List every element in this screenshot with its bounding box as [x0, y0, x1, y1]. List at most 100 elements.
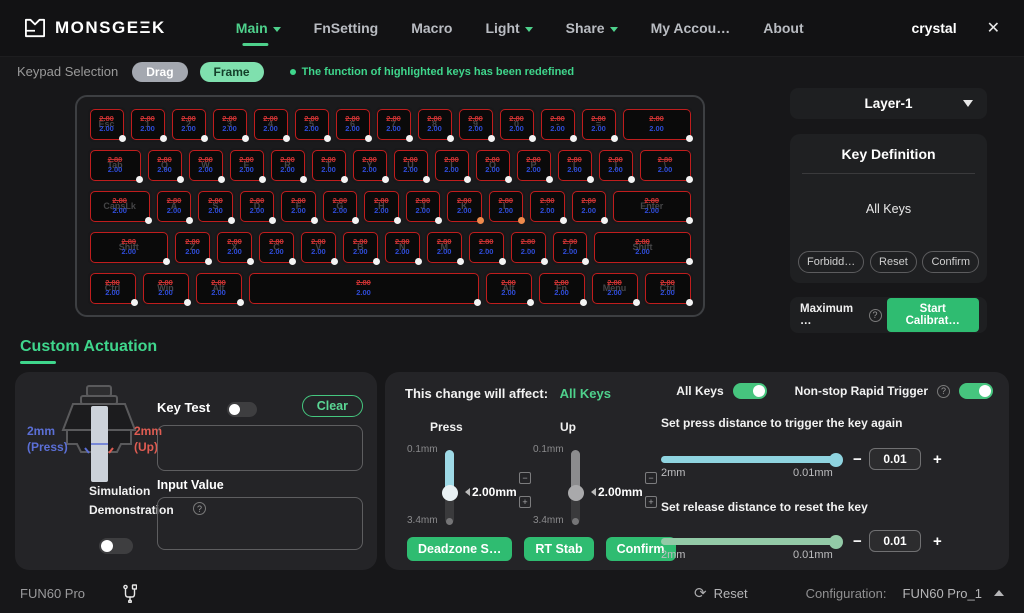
deadzone-settings-button[interactable]: Deadzone S…: [407, 537, 513, 561]
username-label[interactable]: crystal: [911, 20, 957, 36]
key-r[interactable]: R 2.80 2.00: [268, 147, 307, 183]
configuration-value[interactable]: FUN60 Pro_1: [902, 585, 982, 601]
key-space[interactable]: 2.80 2.00: [246, 270, 481, 306]
rapid-trigger-toggle[interactable]: [959, 383, 993, 399]
key-o[interactable]: O 2.80 2.00: [473, 147, 512, 183]
key-ctrl[interactable]: Ctrl 2.80 2.00: [642, 270, 693, 306]
key-f[interactable]: F 2.80 2.00: [279, 188, 318, 224]
help-icon[interactable]: ?: [868, 308, 882, 322]
key-tab[interactable]: Tab 2.80 2.00: [87, 147, 143, 183]
simulation-demo-toggle[interactable]: [99, 538, 133, 554]
key-alt[interactable]: Alt 2.80 2.00: [483, 270, 534, 306]
rt-stab-button[interactable]: RT Stab: [524, 537, 594, 561]
key-menu[interactable]: Menu 2.80 2.00: [589, 270, 640, 306]
release-thumb[interactable]: [829, 534, 843, 549]
key-c[interactable]: C 2.80 2.00: [256, 229, 296, 265]
clear-button[interactable]: Clear: [301, 395, 363, 417]
key-9[interactable]: 9 2.80 2.00: [456, 106, 495, 142]
key-8[interactable]: 8 2.80 2.00: [415, 106, 454, 142]
key-'[interactable]: ' 2.80 2.00: [569, 188, 608, 224]
key-y[interactable]: Y 2.80 2.00: [350, 147, 389, 183]
key-win[interactable]: Win 2.80 2.00: [140, 270, 191, 306]
key-z[interactable]: Z 2.80 2.00: [173, 229, 213, 265]
key-][interactable]: ] 2.80 2.00: [596, 147, 635, 183]
release-minus[interactable]: −: [853, 533, 862, 550]
key-j[interactable]: J 2.80 2.00: [403, 188, 443, 224]
key-\[interactable]: \ 2.80 2.00: [637, 147, 693, 183]
release-plus[interactable]: +: [933, 533, 942, 550]
key-a[interactable]: A 2.80 2.00: [154, 188, 194, 224]
key-n[interactable]: N 2.80 2.00: [382, 229, 422, 265]
chevron-up-icon[interactable]: [994, 590, 1004, 596]
press-again-thumb[interactable]: [829, 452, 843, 467]
key-=[interactable]: = 2.80 2.00: [579, 106, 618, 142]
key-test-output[interactable]: [157, 425, 363, 471]
press-slider[interactable]: [441, 450, 458, 525]
key-capslk[interactable]: CapsLk 2.80 2.00: [87, 188, 152, 224]
up-slider[interactable]: [567, 450, 584, 525]
key--[interactable]: -2.80 2.00: [538, 106, 577, 142]
key-q[interactable]: Q 2.80 2.00: [145, 147, 184, 183]
key-x[interactable]: X 2.80 2.00: [215, 229, 254, 265]
key-m[interactable]: M 2.80 2.00: [424, 229, 464, 265]
key-l[interactable]: L 2.80 2.00: [486, 188, 526, 224]
key-e[interactable]: E 2.80 2.00: [227, 147, 266, 183]
release-value[interactable]: 0.01: [869, 530, 921, 552]
press-again-slider[interactable]: [661, 452, 843, 467]
key-esc[interactable]: Esc 2.80 2.00: [87, 106, 126, 142]
nav-item-about[interactable]: About: [763, 20, 803, 36]
key-p[interactable]: P 2.80 2.00: [514, 147, 553, 183]
key-u[interactable]: U 2.80 2.00: [391, 147, 430, 183]
key-d[interactable]: D 2.80 2.00: [237, 188, 277, 224]
key-[[interactable]: [2.80 2.00: [555, 147, 594, 183]
help-icon[interactable]: ?: [937, 384, 950, 398]
key-shift[interactable]: Shift 2.80 2.00: [592, 229, 693, 265]
reset-config-button[interactable]: ⟳ Reset: [694, 584, 748, 602]
key-s[interactable]: S 2.80 2.00: [196, 188, 235, 224]
key-2[interactable]: 2 2.80 2.00: [169, 106, 208, 142]
key-g[interactable]: G 2.80 2.00: [320, 188, 360, 224]
reset-button[interactable]: Reset: [870, 251, 917, 273]
key-v[interactable]: V 2.80 2.00: [298, 229, 338, 265]
key-shift[interactable]: Shift 2.80 2.00: [87, 229, 171, 265]
key-;[interactable]: ; 2.80 2.00: [528, 188, 567, 224]
press-again-value[interactable]: 0.01: [869, 448, 921, 470]
key-h[interactable]: H 2.80 2.00: [362, 188, 401, 224]
key-enter[interactable]: Enter 2.80 2.00: [610, 188, 693, 224]
key-space[interactable]: 2.80 2.00: [620, 106, 693, 142]
nav-item-main[interactable]: Main: [236, 20, 281, 36]
key-1[interactable]: 1 2.80 2.00: [128, 106, 167, 142]
key-alt[interactable]: Alt 2.80 2.00: [193, 270, 244, 306]
key-w[interactable]: W 2.80 2.00: [186, 147, 225, 183]
key-3[interactable]: 3 2.80 2.00: [210, 106, 249, 142]
up-minus-stepper[interactable]: −: [645, 472, 657, 484]
release-slider[interactable]: [661, 534, 843, 549]
key-5[interactable]: 5 2.80 2.00: [292, 106, 331, 142]
key-0[interactable]: 0 2.80 2.00: [497, 106, 536, 142]
key-/[interactable]: /2.80 2.00: [550, 229, 590, 265]
press-again-plus[interactable]: +: [933, 451, 942, 468]
key-fn[interactable]: Fn 2.80 2.00: [536, 270, 587, 306]
key-test-toggle[interactable]: [227, 402, 257, 417]
nav-item-fnsetting[interactable]: FnSetting: [314, 20, 379, 36]
input-value-field[interactable]: [157, 497, 363, 550]
press-again-minus[interactable]: −: [853, 451, 862, 468]
key-b[interactable]: B 2.80 2.00: [340, 229, 380, 265]
frame-mode-button[interactable]: Frame: [199, 61, 264, 82]
up-slider-thumb[interactable]: [567, 484, 584, 501]
all-keys-toggle[interactable]: [732, 383, 767, 399]
press-slider-thumb[interactable]: [441, 484, 458, 501]
press-minus-stepper[interactable]: −: [519, 472, 531, 484]
start-calibration-button[interactable]: Start Calibrat…: [886, 298, 979, 332]
press-plus-stepper[interactable]: +: [519, 496, 531, 508]
nav-item-my-accou-[interactable]: My Accou…: [651, 20, 731, 36]
help-icon[interactable]: ?: [193, 502, 206, 515]
key-6[interactable]: 6 2.80 2.00: [333, 106, 372, 142]
layer-select-dropdown[interactable]: Layer-1: [790, 88, 987, 119]
drag-mode-button[interactable]: Drag: [132, 61, 188, 82]
key-t[interactable]: T 2.80 2.00: [309, 147, 348, 183]
key-ctrl[interactable]: Ctrl 2.80 2.00: [87, 270, 138, 306]
nav-item-macro[interactable]: Macro: [411, 20, 452, 36]
up-plus-stepper[interactable]: +: [645, 496, 657, 508]
key-i[interactable]: I 2.80 2.00: [432, 147, 471, 183]
